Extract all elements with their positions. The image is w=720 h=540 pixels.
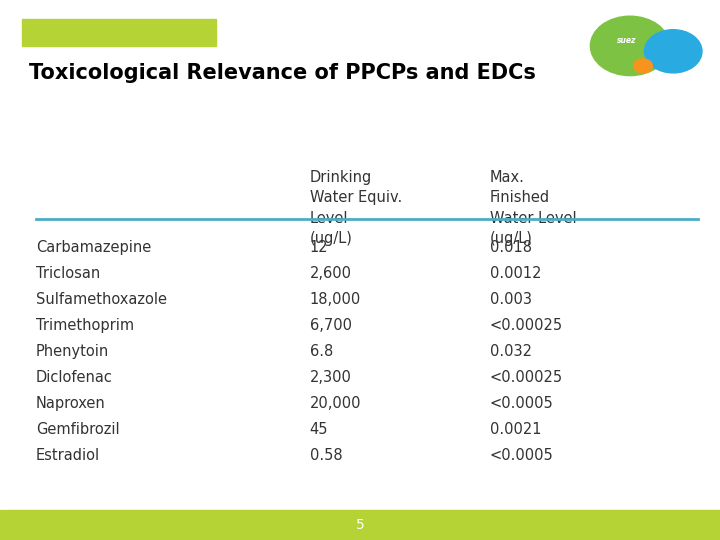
Text: 45: 45 [310, 422, 328, 437]
Text: Sulfamethoxazole: Sulfamethoxazole [36, 292, 167, 307]
Text: suez: suez [616, 36, 636, 45]
Text: 6,700: 6,700 [310, 318, 351, 333]
Text: 0.0012: 0.0012 [490, 266, 541, 281]
Text: 0.58: 0.58 [310, 448, 342, 463]
Text: 2,300: 2,300 [310, 370, 351, 385]
Text: 0.032: 0.032 [490, 344, 531, 359]
Text: Triclosan: Triclosan [36, 266, 100, 281]
Text: Phenytoin: Phenytoin [36, 344, 109, 359]
Text: Trimethoprim: Trimethoprim [36, 318, 134, 333]
Text: <0.0005: <0.0005 [490, 448, 554, 463]
Text: <0.00025: <0.00025 [490, 370, 563, 385]
Text: <0.00025: <0.00025 [490, 318, 563, 333]
Text: 20,000: 20,000 [310, 396, 361, 411]
Text: 0.003: 0.003 [490, 292, 531, 307]
Text: Max.
Finished
Water Level
(ug/L): Max. Finished Water Level (ug/L) [490, 170, 576, 246]
Text: 0.0021: 0.0021 [490, 422, 541, 437]
Text: 5: 5 [356, 518, 364, 532]
Text: Gemfibrozil: Gemfibrozil [36, 422, 120, 437]
Text: Toxicological Relevance of PPCPs and EDCs: Toxicological Relevance of PPCPs and EDC… [29, 63, 536, 83]
Text: 6.8: 6.8 [310, 344, 333, 359]
Text: 2,600: 2,600 [310, 266, 351, 281]
Text: Drinking
Water Equiv.
Level
(ug/L): Drinking Water Equiv. Level (ug/L) [310, 170, 402, 246]
Text: Estradiol: Estradiol [36, 448, 100, 463]
Text: 0.018: 0.018 [490, 240, 531, 255]
Text: Diclofenac: Diclofenac [36, 370, 113, 385]
Text: Carbamazepine: Carbamazepine [36, 240, 151, 255]
Text: <0.0005: <0.0005 [490, 396, 554, 411]
Text: 18,000: 18,000 [310, 292, 361, 307]
Text: Naproxen: Naproxen [36, 396, 106, 411]
Text: 12: 12 [310, 240, 328, 255]
